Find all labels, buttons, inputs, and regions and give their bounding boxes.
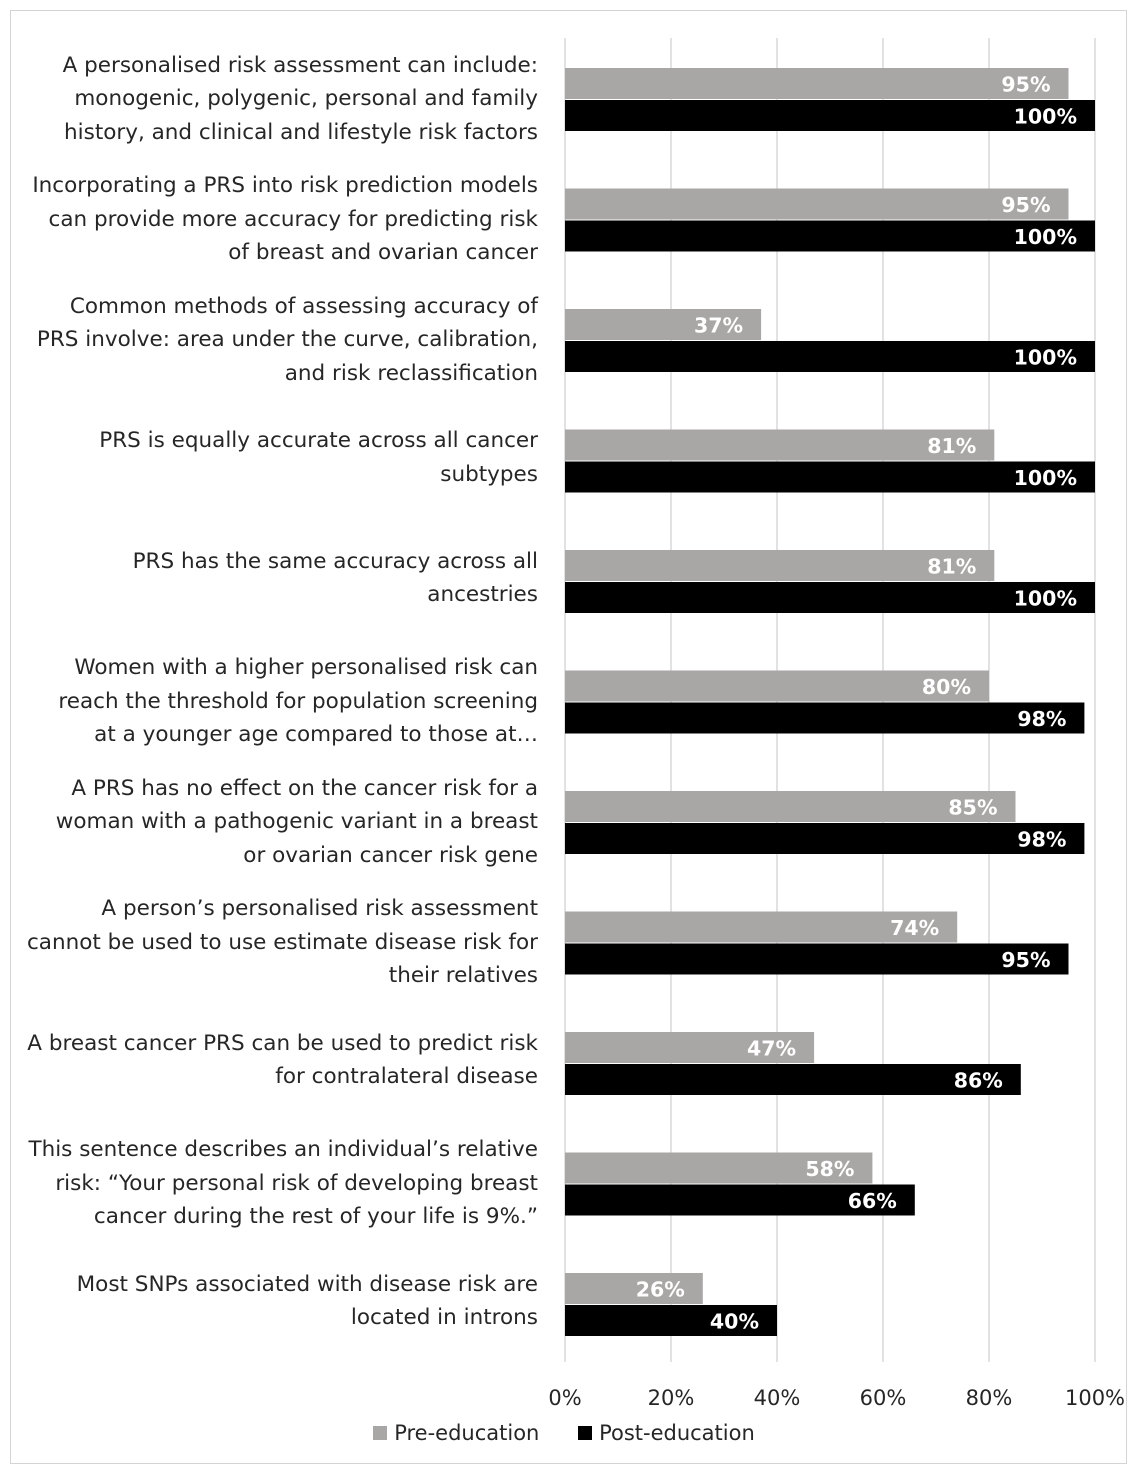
category-label: PRS has the same accuracy across all anc… bbox=[132, 548, 538, 608]
bar-post-education bbox=[565, 1184, 915, 1216]
legend-swatch-pre bbox=[373, 1426, 388, 1440]
category-label: PRS is equally accurate across all cance… bbox=[99, 428, 538, 487]
x-tick-label: 60% bbox=[859, 1386, 907, 1410]
category-label: Most SNPs associated with disease risk a… bbox=[76, 1271, 538, 1331]
bar-post-education bbox=[565, 943, 1069, 975]
legend-item-post: Post-education bbox=[578, 1421, 755, 1445]
bar-pre-education bbox=[565, 188, 1069, 220]
data-label: 47% bbox=[747, 1037, 796, 1061]
bar-post-education bbox=[565, 1064, 1021, 1095]
data-label: 81% bbox=[927, 555, 976, 579]
x-tick-label: 40% bbox=[753, 1386, 801, 1410]
x-tick-label: 80% bbox=[965, 1386, 1013, 1410]
legend-label-post: Post-education bbox=[599, 1421, 755, 1445]
data-label: 81% bbox=[927, 434, 976, 458]
data-label: 86% bbox=[954, 1069, 1003, 1093]
bar-pre-education bbox=[565, 309, 762, 340]
category-label: A PRS has no effect on the cancer risk f… bbox=[55, 775, 538, 868]
bar-pre-education bbox=[565, 670, 989, 702]
data-label: 26% bbox=[636, 1278, 685, 1302]
bar-post-education bbox=[565, 702, 1085, 734]
x-tick-label: 0% bbox=[548, 1386, 582, 1410]
bar-pre-education bbox=[565, 429, 995, 461]
bar-pre-education bbox=[565, 1273, 703, 1304]
category-label: Women with a higher personalised risk ca… bbox=[58, 655, 538, 748]
bar-post-education bbox=[565, 100, 1095, 131]
category-label: Common methods of assessing accuracy of … bbox=[36, 293, 538, 386]
category-label: A person’s personalised risk assessment … bbox=[26, 896, 538, 989]
data-label: 85% bbox=[948, 796, 997, 820]
data-label: 80% bbox=[922, 675, 971, 699]
chart-frame bbox=[10, 10, 1127, 1464]
bar-pre-education bbox=[565, 1032, 815, 1063]
x-tick-label: 100% bbox=[1064, 1386, 1126, 1410]
data-label: 95% bbox=[1001, 193, 1050, 217]
bar-pre-education bbox=[565, 68, 1069, 99]
bar-post-education bbox=[565, 461, 1095, 493]
data-label: 98% bbox=[1017, 707, 1066, 731]
bar-post-education bbox=[565, 582, 1095, 613]
legend: Pre-education Post-education bbox=[0, 1421, 1128, 1445]
category-label: A breast cancer PRS can be used to predi… bbox=[27, 1030, 538, 1090]
bar-post-education bbox=[565, 1305, 777, 1336]
bar-post-education bbox=[565, 823, 1085, 854]
bar-pre-education bbox=[565, 1152, 873, 1184]
data-label: 100% bbox=[1014, 587, 1077, 611]
bar-post-education bbox=[565, 341, 1095, 372]
x-tick-label: 20% bbox=[647, 1386, 695, 1410]
legend-swatch-post bbox=[578, 1426, 593, 1440]
bar-pre-education bbox=[565, 911, 958, 943]
legend-item-pre: Pre-education bbox=[373, 1421, 539, 1445]
data-label: 95% bbox=[1001, 948, 1050, 972]
data-label: 66% bbox=[848, 1189, 897, 1213]
data-label: 95% bbox=[1001, 73, 1050, 97]
data-label: 74% bbox=[890, 916, 939, 940]
data-label: 100% bbox=[1014, 346, 1077, 370]
category-label: A personalised risk assessment can inclu… bbox=[62, 52, 538, 145]
data-label: 40% bbox=[710, 1310, 759, 1334]
bar-pre-education bbox=[565, 550, 995, 581]
bar-post-education bbox=[565, 220, 1095, 252]
data-label: 98% bbox=[1017, 828, 1066, 852]
data-label: 58% bbox=[805, 1157, 854, 1181]
bar-pre-education bbox=[565, 791, 1016, 822]
data-label: 100% bbox=[1014, 105, 1077, 129]
data-label: 100% bbox=[1014, 466, 1077, 490]
data-label: 37% bbox=[694, 314, 743, 338]
legend-label-pre: Pre-education bbox=[394, 1421, 540, 1445]
category-label: This sentence describes an individual’s … bbox=[28, 1137, 538, 1230]
category-label: Incorporating a PRS into risk prediction… bbox=[32, 173, 538, 266]
data-label: 100% bbox=[1014, 225, 1077, 249]
